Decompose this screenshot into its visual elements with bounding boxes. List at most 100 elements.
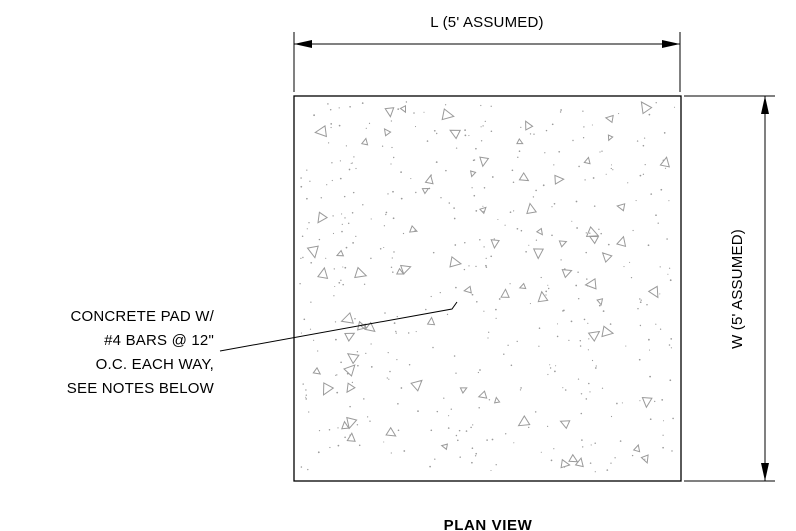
callout-leader-line: [219, 301, 458, 352]
hatch-speck: [551, 206, 553, 208]
hatch-speck: [668, 344, 671, 346]
hatch-triangle: [343, 364, 356, 377]
hatch-speck: [341, 230, 343, 233]
hatch-speck: [639, 400, 641, 402]
hatch-speck: [433, 129, 436, 132]
hatch-speck: [535, 189, 537, 192]
hatch-speck: [339, 160, 341, 162]
hatch-speck: [586, 278, 588, 280]
hatch-speck: [352, 242, 354, 244]
hatch-triangle: [584, 277, 597, 290]
hatch-speck: [639, 298, 641, 300]
hatch-speck: [310, 261, 313, 264]
hatch-triangle: [568, 453, 579, 463]
hatch-speck: [601, 387, 604, 389]
hatch-speck: [612, 169, 614, 171]
hatch-triangle: [532, 248, 545, 260]
hatch-speck: [589, 391, 591, 393]
hatch-speck: [430, 295, 432, 298]
hatch-speck: [415, 191, 417, 194]
hatch-speck: [635, 200, 637, 202]
hatch-speck: [576, 227, 578, 229]
hatch-speck: [455, 372, 457, 374]
hatch-speck: [300, 466, 303, 468]
hatch-triangle: [518, 171, 530, 182]
hatch-speck: [308, 411, 310, 413]
hatch-speck: [648, 113, 651, 116]
hatch-speck: [556, 323, 559, 325]
hatch-speck: [299, 282, 301, 285]
hatch-speck: [302, 383, 304, 385]
hatch-triangle: [659, 156, 671, 168]
hatch-speck: [497, 218, 499, 221]
hatch-triangle: [588, 235, 600, 245]
hatch-speck: [332, 232, 335, 235]
hatch-speck: [553, 202, 556, 205]
hatch-triangle: [493, 396, 501, 404]
hatch-speck: [660, 188, 663, 191]
hatch-speck: [625, 345, 627, 347]
hatch-speck: [532, 196, 535, 198]
hatch-speck: [517, 156, 519, 159]
hatch-speck: [495, 464, 497, 466]
hatch-speck: [490, 469, 492, 472]
hatch-triangle: [500, 288, 510, 298]
hatch-triangle: [335, 249, 345, 257]
hatch-speck: [493, 238, 495, 240]
hatch-speck: [513, 442, 515, 444]
hatch-speck: [303, 318, 306, 321]
hatch-speck: [397, 108, 400, 110]
hatch-speck: [349, 105, 351, 108]
hatch-speck: [655, 102, 657, 104]
hatch-speck: [583, 318, 586, 321]
hatch-speck: [542, 184, 545, 187]
hatch-speck: [588, 338, 590, 340]
hatch-speck: [630, 276, 633, 279]
hatch-triangle: [607, 134, 614, 142]
hatch-speck: [549, 364, 551, 366]
hatch-speck: [520, 126, 522, 129]
hatch-triangle: [616, 203, 626, 212]
hatch-speck: [560, 259, 562, 261]
hatch-speck: [605, 173, 607, 175]
hatch-speck: [669, 379, 672, 382]
hatch-speck: [664, 167, 667, 169]
hatch-speck: [554, 370, 556, 373]
hatch-speck: [659, 266, 661, 268]
hatch-speck: [614, 457, 616, 459]
hatch-triangle: [306, 245, 319, 259]
hatch-speck: [448, 202, 451, 204]
hatch-triangle: [399, 264, 412, 275]
hatch-speck: [389, 370, 391, 373]
hatch-speck: [578, 165, 580, 168]
hatch-speck: [370, 257, 372, 260]
hatch-speck: [448, 415, 450, 417]
hatch-speck: [583, 126, 585, 128]
hatch-speck: [457, 439, 459, 442]
hatch-speck: [590, 444, 592, 446]
hatch-speck: [326, 184, 328, 186]
hatch-speck: [547, 284, 549, 286]
hatch-speck: [510, 364, 513, 367]
hatch-triangle: [344, 332, 356, 342]
hatch-speck: [340, 361, 342, 364]
hatch-speck: [601, 150, 603, 152]
hatch-speck: [595, 365, 597, 367]
concrete-hatch: [299, 101, 676, 473]
hatch-speck: [468, 265, 470, 267]
hatch-speck: [490, 255, 493, 258]
hatch-speck: [553, 448, 555, 450]
hatch-speck: [562, 387, 564, 389]
hatch-speck: [486, 439, 488, 441]
hatch-speck: [582, 137, 585, 139]
hatch-speck: [415, 331, 417, 333]
hatch-speck: [302, 256, 304, 259]
hatch-speck: [560, 109, 562, 111]
hatch-speck: [662, 446, 664, 449]
hatch-speck: [509, 211, 512, 214]
hatch-triangle: [518, 282, 527, 290]
hatch-speck: [357, 364, 359, 367]
hatch-speck: [331, 179, 333, 182]
hatch-speck: [594, 442, 596, 444]
hatch-speck: [470, 426, 472, 429]
